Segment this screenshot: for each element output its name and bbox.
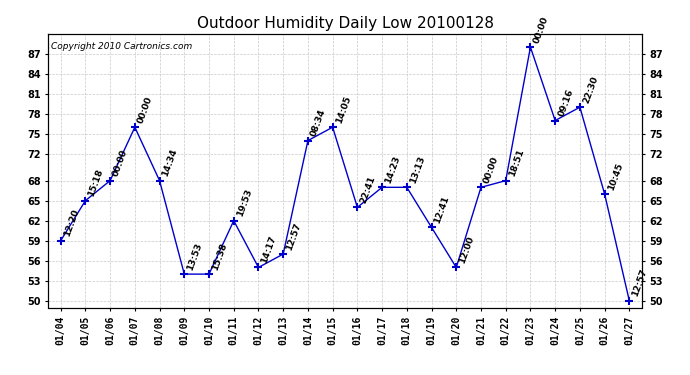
Text: 10:45: 10:45 xyxy=(606,161,624,191)
Text: 22:30: 22:30 xyxy=(581,75,600,104)
Text: Copyright 2010 Cartronics.com: Copyright 2010 Cartronics.com xyxy=(51,42,193,51)
Text: 09:16: 09:16 xyxy=(557,88,575,118)
Text: 15:18: 15:18 xyxy=(87,168,105,198)
Text: 22:41: 22:41 xyxy=(359,174,377,205)
Text: 13:53: 13:53 xyxy=(186,242,204,272)
Text: 15:38: 15:38 xyxy=(210,242,228,272)
Text: 14:23: 14:23 xyxy=(384,154,402,184)
Text: 12:20: 12:20 xyxy=(62,208,80,238)
Text: 14:34: 14:34 xyxy=(161,148,179,178)
Text: 14:05: 14:05 xyxy=(334,94,353,124)
Text: 12:00: 12:00 xyxy=(457,235,476,265)
Text: 00:00: 00:00 xyxy=(482,155,500,184)
Text: 12:57: 12:57 xyxy=(284,221,303,251)
Text: 12:57: 12:57 xyxy=(631,268,649,298)
Text: 00:00: 00:00 xyxy=(112,148,130,178)
Text: 14:17: 14:17 xyxy=(260,234,278,265)
Text: 08:34: 08:34 xyxy=(309,108,328,138)
Title: Outdoor Humidity Daily Low 20100128: Outdoor Humidity Daily Low 20100128 xyxy=(197,16,493,31)
Text: 18:51: 18:51 xyxy=(507,148,525,178)
Text: 12:41: 12:41 xyxy=(433,195,451,225)
Text: 00:00: 00:00 xyxy=(136,95,155,124)
Text: 13:13: 13:13 xyxy=(408,154,426,184)
Text: 19:53: 19:53 xyxy=(235,188,253,218)
Text: 00:00: 00:00 xyxy=(532,15,550,44)
